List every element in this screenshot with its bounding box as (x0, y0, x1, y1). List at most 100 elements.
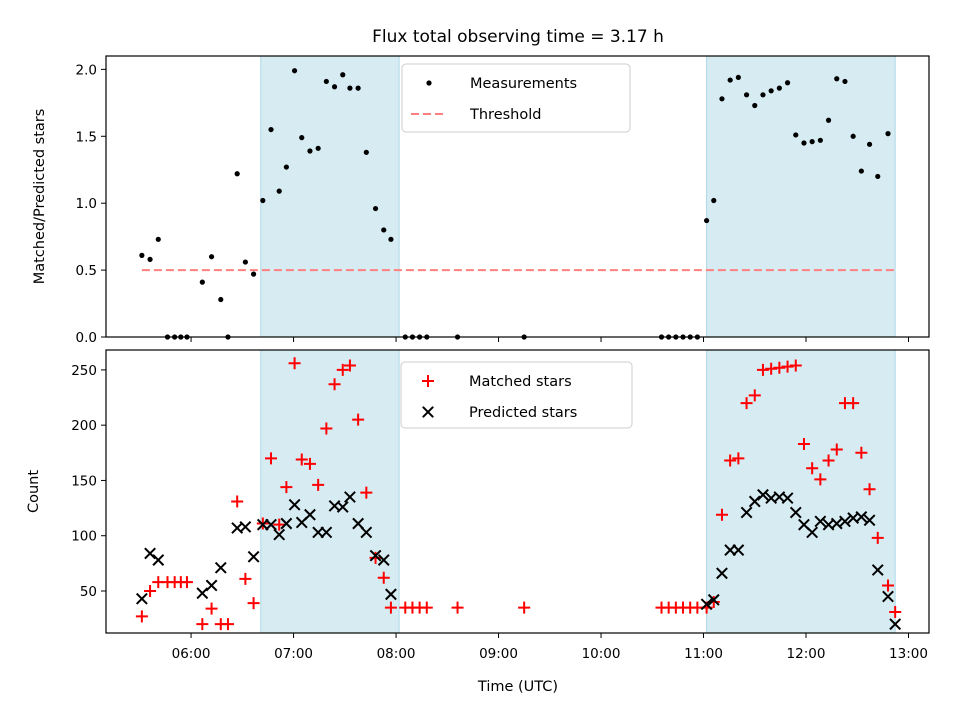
data-point (336, 501, 349, 513)
data-point (303, 457, 316, 470)
data-point (304, 508, 316, 521)
data-point (866, 141, 873, 147)
data-point (855, 511, 868, 523)
data-point (214, 561, 227, 574)
data-point (147, 256, 153, 262)
data-point (847, 397, 860, 410)
data-point (234, 171, 240, 177)
chart-title: Flux total observing time = 3.17 h (372, 27, 664, 47)
shaded-interval (706, 349, 896, 634)
x-tick-label: 09:00 (479, 646, 518, 662)
data-point (830, 517, 843, 530)
data-point (757, 488, 769, 501)
data-point (781, 492, 794, 505)
data-point (863, 483, 876, 496)
data-point (842, 78, 848, 85)
shaded-interval (260, 55, 400, 338)
legend-label: Matched stars (469, 374, 572, 390)
data-point (855, 446, 868, 459)
data-point (789, 506, 802, 519)
data-point (814, 515, 827, 528)
legend: Measurements Threshold (401, 63, 631, 133)
data-point (882, 590, 894, 603)
data-point (806, 462, 819, 475)
data-point (260, 197, 266, 204)
data-point (776, 85, 782, 91)
data-point (152, 554, 165, 566)
data-point (340, 72, 346, 78)
data-point (135, 610, 148, 623)
y-tick-label: 0.0 (76, 330, 97, 346)
y-tick-label: 1.5 (76, 129, 97, 145)
data-point (740, 397, 753, 410)
data-point (352, 413, 365, 426)
data-point (385, 588, 397, 601)
data-point (809, 139, 815, 145)
y-tick-label: 150 (71, 473, 97, 489)
data-point (180, 576, 193, 589)
data-point (752, 102, 758, 109)
data-point (889, 618, 902, 631)
y-axis-label: Count (26, 470, 42, 513)
legend-label: Measurements (470, 76, 577, 92)
data-point (144, 584, 157, 597)
data-point (748, 495, 761, 508)
data-point (199, 279, 205, 285)
data-point (839, 515, 851, 528)
data-point (323, 78, 329, 85)
data-point (369, 551, 382, 564)
data-point (822, 454, 835, 467)
legend-label: Predicted stars (469, 405, 577, 421)
data-point (315, 145, 321, 151)
x-tick-label: 06:00 (172, 646, 211, 662)
y-tick-label: 2.0 (76, 62, 97, 78)
x-tick-label: 13:00 (889, 646, 928, 662)
series-predicted-stars (135, 488, 902, 631)
data-point (288, 498, 301, 511)
data-point (814, 473, 827, 486)
data-point (732, 452, 745, 465)
legend-handle (426, 80, 432, 86)
data-point (299, 135, 305, 141)
data-point (276, 188, 282, 194)
data-point (265, 518, 277, 531)
data-point (268, 126, 274, 133)
data-point (801, 140, 807, 146)
data-point (363, 149, 369, 155)
data-point (221, 618, 234, 631)
y-tick-label: 200 (71, 418, 97, 434)
data-point (748, 389, 761, 402)
data-point (711, 197, 717, 204)
data-point (863, 514, 876, 527)
data-point (703, 217, 710, 224)
data-point (280, 517, 293, 530)
x-tick-label: 08:00 (377, 646, 416, 662)
data-point (735, 74, 741, 81)
x-tick-label: 07:00 (274, 646, 313, 662)
data-point (875, 173, 881, 180)
data-point (719, 96, 725, 102)
data-point (344, 491, 356, 503)
data-point (715, 508, 728, 521)
shaded-interval (260, 349, 400, 634)
data-point (135, 592, 148, 605)
y-tick-label: 1.0 (76, 196, 97, 212)
series-matched-stars (135, 357, 902, 631)
data-point (239, 520, 252, 533)
data-point (806, 526, 819, 539)
x-tick-label: 12:00 (787, 646, 826, 662)
data-point (724, 454, 737, 467)
data-point (858, 168, 864, 174)
data-point (288, 357, 301, 370)
data-point (307, 148, 313, 154)
data-point (347, 85, 353, 91)
data-point (239, 572, 252, 585)
x-tick-label: 10:00 (582, 646, 621, 662)
legend-label: Threshold (469, 107, 541, 123)
data-point (360, 526, 373, 539)
data-point (743, 92, 750, 98)
data-point (247, 550, 260, 563)
data-point (381, 227, 387, 233)
data-point (825, 117, 832, 123)
